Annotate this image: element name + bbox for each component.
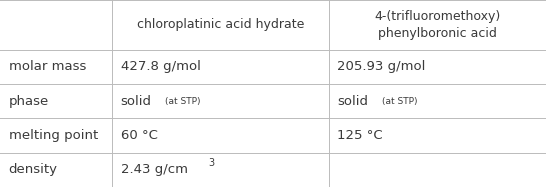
Text: density: density <box>9 163 58 176</box>
Text: melting point: melting point <box>9 129 98 142</box>
Text: 3: 3 <box>208 158 215 168</box>
Text: 2.43 g/cm: 2.43 g/cm <box>121 163 188 176</box>
Text: solid: solid <box>121 95 152 108</box>
Text: 427.8 g/mol: 427.8 g/mol <box>121 60 200 73</box>
Text: phase: phase <box>9 95 49 108</box>
Text: chloroplatinic acid hydrate: chloroplatinic acid hydrate <box>136 18 304 31</box>
Text: 60 °C: 60 °C <box>121 129 158 142</box>
Text: (at STP): (at STP) <box>165 97 200 106</box>
Text: 205.93 g/mol: 205.93 g/mol <box>337 60 426 73</box>
Text: (at STP): (at STP) <box>382 97 417 106</box>
Text: 4-(trifluoromethoxy)
phenylboronic acid: 4-(trifluoromethoxy) phenylboronic acid <box>374 10 501 40</box>
Text: solid: solid <box>337 95 369 108</box>
Text: 125 °C: 125 °C <box>337 129 383 142</box>
Text: molar mass: molar mass <box>9 60 86 73</box>
